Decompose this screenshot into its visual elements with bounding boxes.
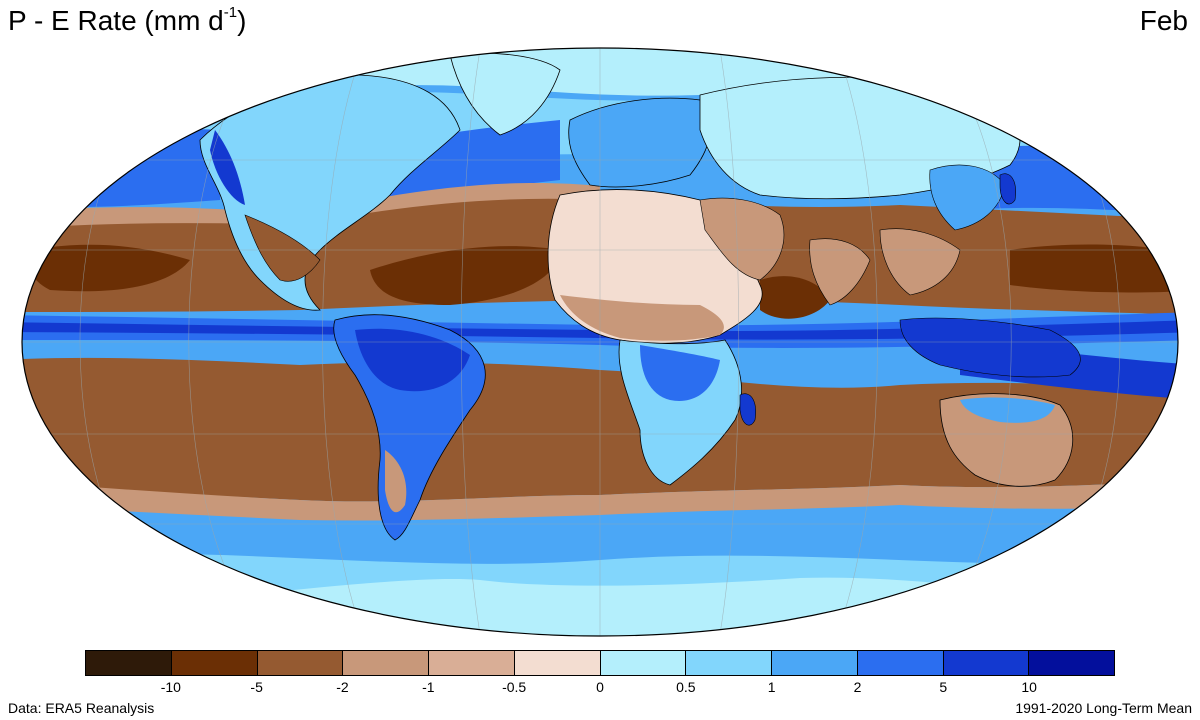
antarctica <box>190 577 1100 636</box>
colorbar-tick-label: 5 <box>939 679 948 695</box>
meridian-line <box>719 49 740 635</box>
month-label: Feb <box>1139 5 1188 36</box>
colorbar-tick-label: 10 <box>1021 679 1037 695</box>
colorbar-segment <box>86 651 172 675</box>
colorbar-segment <box>600 651 687 675</box>
colorbar-tick-labels: -10 -5 -2 -1 -0.5 0 0.5 1 2 5 10 <box>0 678 1200 700</box>
west-pacific-extreme-dry <box>1010 244 1178 293</box>
south-america-south-dry <box>385 450 407 513</box>
colorbar-segment <box>171 651 258 675</box>
north-america-west-coast <box>210 130 245 205</box>
colorbar-segment <box>257 651 344 675</box>
japan <box>999 173 1016 205</box>
arabian-sea-extreme-dry <box>760 276 830 319</box>
colorbar-segment <box>1029 651 1114 675</box>
meridian-line <box>188 74 246 611</box>
figure-title: P - E Rate (mm d-1) <box>8 4 246 38</box>
madagascar <box>739 393 756 426</box>
globe-outline <box>21 47 1179 637</box>
colorbar-tick-label: -5 <box>250 679 263 695</box>
colorbar-tick-label: -1 <box>422 679 435 695</box>
itcz-core <box>22 320 1178 340</box>
north-pacific-wet <box>22 129 220 208</box>
meridian-line <box>839 57 878 627</box>
colorbar-segment <box>686 651 772 675</box>
amazon-wet <box>355 328 470 392</box>
period-label: 1991-2020 Long-Term Mean <box>1015 700 1192 716</box>
title-exponent: -1 <box>223 4 238 21</box>
colorbar-segment <box>514 651 601 675</box>
colorbar-tick-label: 1 <box>767 679 776 695</box>
australia-north-wet <box>960 397 1055 423</box>
southeast-asia <box>879 228 961 296</box>
north-pacific-extreme-dry <box>28 244 191 292</box>
africa-central-wet <box>640 345 720 401</box>
colorbar-tick-label: 0.5 <box>676 679 696 695</box>
maritime-continent <box>899 317 1081 378</box>
data-source-label: Data: ERA5 Reanalysis <box>8 700 155 716</box>
meridian-line <box>954 74 1012 611</box>
colorbar-segment <box>943 651 1030 675</box>
middle-east-dry <box>699 197 785 281</box>
colorbar-segment <box>429 651 515 675</box>
colorbar-tick-label: -2 <box>336 679 349 695</box>
east-asia <box>929 164 1006 231</box>
colorbar-tick-label: -10 <box>160 679 181 695</box>
north-atlantic-extreme-dry <box>370 246 560 305</box>
north-margin-dry <box>22 182 600 230</box>
colorbar-tick-label: -0.5 <box>502 679 527 695</box>
new-zealand <box>1109 479 1120 507</box>
colorbar-segment <box>343 651 429 675</box>
india <box>809 238 871 306</box>
europe <box>568 97 712 188</box>
title-close: ) <box>237 5 247 36</box>
graticule <box>22 48 1178 636</box>
colorbar-segment <box>772 651 858 675</box>
mexico-dry <box>244 214 321 282</box>
title-text: P - E Rate (mm d <box>8 5 224 36</box>
colorbar-tick-label: 2 <box>853 679 862 695</box>
colorbar-segment <box>857 651 944 675</box>
colorbar-tick-label: 0 <box>596 679 604 695</box>
colorbar <box>85 650 1115 676</box>
meridian-line <box>322 57 361 627</box>
sahel-dry <box>560 295 724 341</box>
meridian-line <box>460 49 481 635</box>
